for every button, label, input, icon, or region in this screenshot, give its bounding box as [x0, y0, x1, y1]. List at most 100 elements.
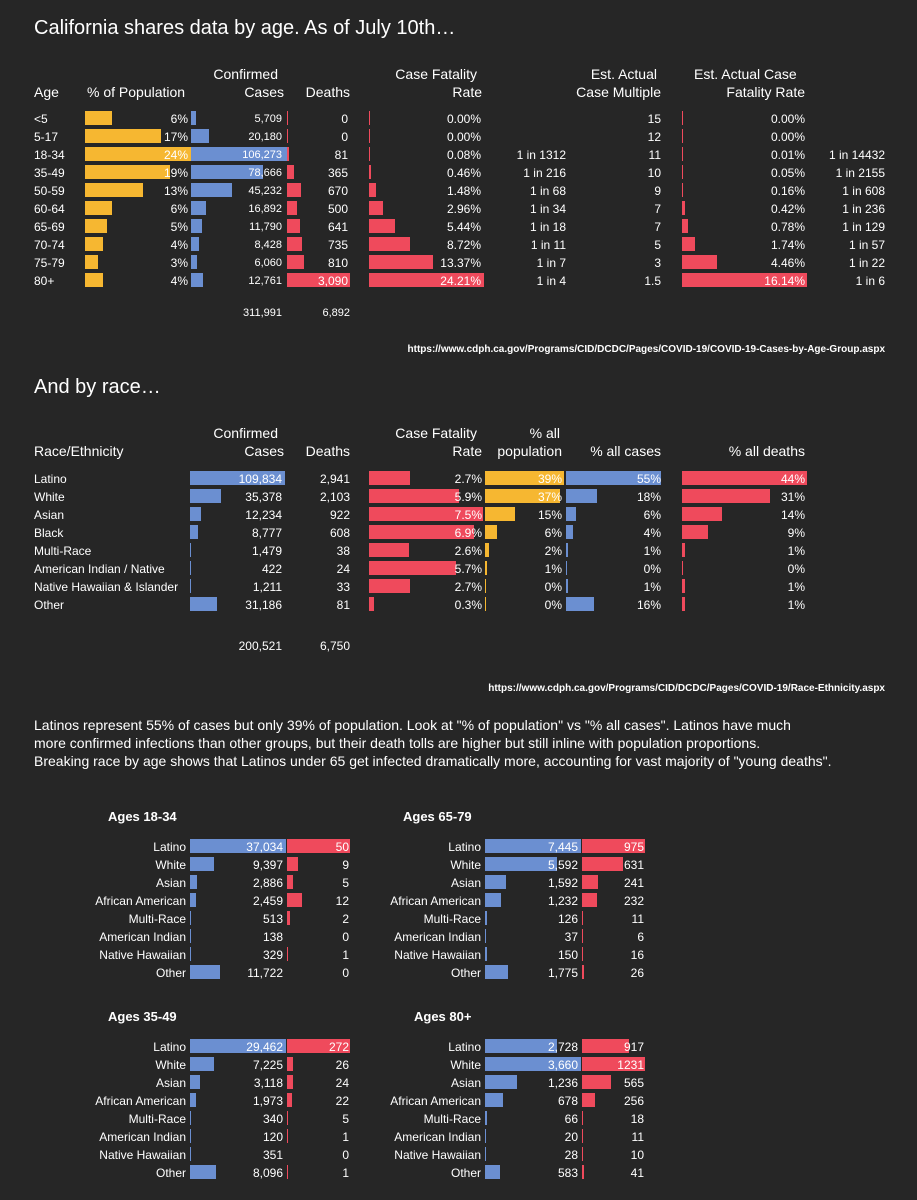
- panel-deaths-bar: [582, 1129, 583, 1143]
- cases-label: 78,666: [248, 167, 282, 179]
- panel-deaths-bar: [582, 965, 584, 979]
- pop-bar: [85, 183, 143, 197]
- panel-category: African American: [95, 1094, 186, 1108]
- ecfr-one-in: 1 in 129: [842, 220, 885, 234]
- deaths-label: 670: [327, 184, 348, 198]
- panel-cases-label: 138: [262, 930, 283, 944]
- race-pct-cases-bar: [566, 471, 661, 485]
- mult-label: 11: [648, 148, 661, 162]
- deaths-label: 81: [334, 148, 348, 162]
- panel-deaths-bar: [287, 1111, 289, 1125]
- cfr-bar: [369, 129, 370, 143]
- panel-deaths-label: 26: [630, 966, 644, 980]
- panel-deaths-label: 22: [335, 1094, 349, 1108]
- panel-deaths-label: 5: [342, 1112, 349, 1126]
- header-pct-population: % of Population: [87, 84, 186, 100]
- mult-label: 12: [647, 130, 661, 144]
- race-pop-label: 15%: [537, 508, 562, 522]
- pop-label: 6%: [170, 112, 188, 126]
- ecfr-label: 0.01%: [770, 148, 805, 162]
- race-pct-deaths-bar: [682, 525, 708, 539]
- panel-cases-bar: [190, 929, 191, 943]
- race-cfr-label: 2.7%: [454, 580, 482, 594]
- panel-title: Ages 18-34: [108, 809, 177, 824]
- cases-bar: [191, 183, 233, 197]
- cfr-one-in: 1 in 1312: [516, 148, 566, 162]
- ecfr-bar: [682, 255, 717, 269]
- race-pct-cases-label: 4%: [643, 526, 661, 540]
- panel-category: Multi-Race: [128, 912, 186, 926]
- age-label: 60-64: [34, 202, 65, 216]
- cfr-label: 1.48%: [446, 184, 481, 198]
- panel-cases-bar: [485, 965, 508, 979]
- header-race-cases-line2: Cases: [244, 443, 284, 459]
- race-pct-deaths-bar: [682, 471, 807, 485]
- panel-cases-label: 3,660: [547, 1058, 578, 1072]
- panel-category: Latino: [153, 840, 186, 854]
- race-pct-cases-label: 1%: [643, 544, 661, 558]
- panel-deaths-label: 0: [342, 966, 349, 980]
- panel-cases-bar: [190, 1039, 286, 1053]
- race-pop-label: 0%: [544, 598, 562, 612]
- race-cases-label: 35,378: [245, 490, 282, 504]
- cases-bar: [191, 147, 288, 161]
- ecfr-label: 16.14%: [764, 274, 805, 288]
- panel-deaths-bar: [287, 947, 289, 961]
- race-pop-bar: [485, 561, 488, 575]
- deaths-bar: [287, 273, 350, 287]
- panel-deaths-label: 917: [623, 1040, 644, 1054]
- panel-cases-label: 37: [564, 930, 578, 944]
- cfr-bar: [369, 255, 433, 269]
- header-mult-line1: Est. Actual: [590, 66, 657, 82]
- panel-deaths-label: 50: [335, 840, 349, 854]
- race-pct-deaths-label: 1%: [787, 580, 805, 594]
- panel-category: Other: [450, 1166, 481, 1180]
- panel-category: Multi-Race: [128, 1112, 186, 1126]
- cases-label: 12,761: [248, 275, 282, 287]
- panel-deaths-label: 0: [342, 1148, 349, 1162]
- panel-deaths-bar: [287, 1057, 294, 1071]
- panel-category: American Indian: [394, 1130, 481, 1144]
- cfr-label: 24.21%: [440, 274, 481, 288]
- panel-cases-label: 513: [262, 912, 283, 926]
- panel-deaths-bar: [582, 1057, 645, 1071]
- panel-deaths-label: 24: [335, 1076, 349, 1090]
- race-cases-bar: [190, 597, 217, 611]
- pop-label: 19%: [163, 166, 188, 180]
- cases-bar: [191, 273, 203, 287]
- panel-deaths-bar: [287, 1039, 350, 1053]
- ecfr-bar: [682, 129, 683, 143]
- panel-category: American Indian: [99, 1130, 186, 1144]
- race-pct-deaths-bar: [682, 507, 722, 521]
- panel-cases-bar: [485, 1165, 501, 1179]
- mult-label: 5: [654, 238, 661, 252]
- commentary-line-1: Latinos represent 55% of cases but only …: [34, 717, 791, 733]
- ecfr-bar: [682, 273, 807, 287]
- panel-deaths-bar: [582, 839, 645, 853]
- panel-cases-label: 2,886: [252, 876, 283, 890]
- cfr-label: 5.44%: [446, 220, 481, 234]
- panel-deaths-bar: [582, 1111, 583, 1125]
- age-label: 35-49: [34, 166, 65, 180]
- race-pct-cases-label: 18%: [636, 490, 661, 504]
- panel-deaths-bar: [287, 1165, 288, 1179]
- panel-category: American Indian: [394, 930, 481, 944]
- race-cases-label: 12,234: [245, 508, 282, 522]
- commentary-line-3: Breaking race by age shows that Latinos …: [34, 753, 832, 769]
- race-label: Latino: [34, 472, 67, 486]
- panel-cases-label: 120: [262, 1130, 283, 1144]
- panel-cases-label: 1,775: [547, 966, 578, 980]
- race-cfr-bar: [369, 579, 411, 593]
- race-cfr-bar: [369, 525, 474, 539]
- deaths-bar: [287, 255, 304, 269]
- panel-cases-bar: [190, 1093, 197, 1107]
- race-source-url: https://www.cdph.ca.gov/Programs/CID/DCD…: [488, 683, 885, 694]
- panel-cases-bar: [190, 911, 192, 925]
- race-pop-label: 37%: [537, 490, 562, 504]
- panel-category: Native Hawaiian: [394, 1148, 481, 1162]
- panel-category: Multi-Race: [423, 912, 481, 926]
- ecfr-bar: [682, 183, 684, 197]
- cases-label: 5,709: [254, 113, 282, 125]
- ecfr-bar: [682, 219, 689, 233]
